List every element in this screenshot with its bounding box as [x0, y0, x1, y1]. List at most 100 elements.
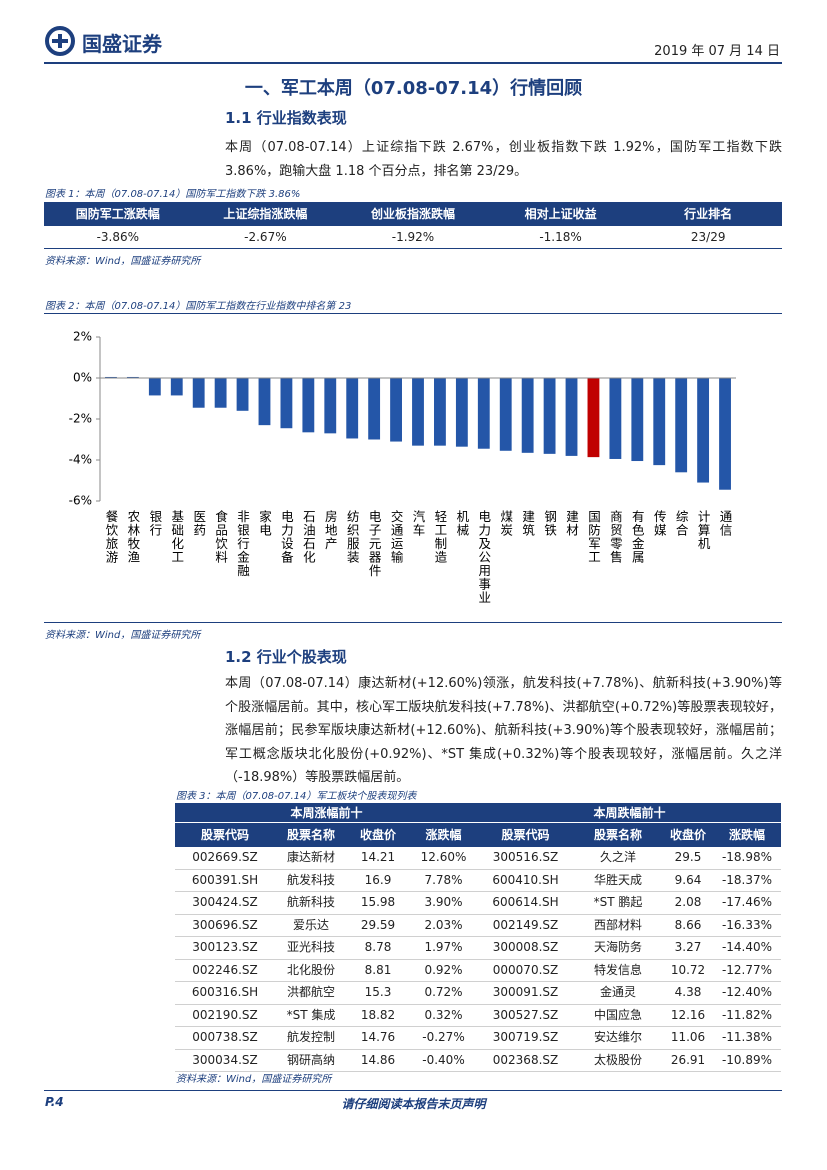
bar — [565, 378, 578, 456]
table: 本周涨幅前十 本周跌幅前十 股票代码 股票名称 收盘价 涨跌幅 股票代码 股票名称 收盘价 涨跌幅… — [175, 803, 781, 1072]
table-row: 002190.SZ *ST 集成 18.82 0.32% 300527.SZ 中国应急 12… — [175, 1005, 781, 1027]
bar — [697, 378, 710, 483]
x-tick-label: 电子元器件 — [367, 510, 382, 578]
table-cell: 华胜天成 — [593, 872, 642, 887]
bar — [609, 378, 622, 459]
bar — [302, 378, 315, 433]
table-row: 300123.SZ 亚光科技 8.78 1.97% 300008.SZ 天海防务 3.27 -… — [175, 937, 781, 960]
table-cell: 0.72% — [424, 985, 463, 999]
table-row: 300424.SZ 航新科技 15.98 3.90% 600614.SH *ST 鹏起 2.… — [175, 892, 781, 915]
bar — [192, 378, 205, 408]
table-cell: 14.76 — [360, 1030, 396, 1044]
bar — [434, 378, 446, 446]
x-tick-label: 汽车 — [411, 509, 426, 537]
table-cell: -3.86% — [96, 230, 140, 244]
table-cell: 8.78 — [364, 940, 392, 954]
x-tick-label: 纺织服装 — [345, 510, 360, 564]
table-cell: 300527.SZ — [492, 1007, 559, 1022]
table-cell: 002149.SZ — [492, 917, 559, 932]
x-tick-label: 传媒 — [652, 509, 667, 537]
bar — [521, 378, 534, 453]
table-cell: 15.98 — [360, 895, 396, 909]
table: 国防军工涨跌幅 上证综指涨跌幅 创业板指涨跌幅 相对上证收益 行业排名 -3.86% -2.… — [44, 202, 782, 249]
table-cell: 002246.SZ — [192, 962, 258, 977]
subheading: 1.2 行业个股表现 — [225, 648, 347, 666]
table-cell: 9.64 — [674, 872, 702, 887]
table-cell: 航发控制 — [286, 1030, 335, 1044]
x-tick-label: 非银行金融 — [235, 510, 250, 578]
bar — [148, 378, 161, 396]
table-cell: 2.08 — [674, 895, 702, 909]
x-tick-label: 农林牧渔 — [125, 510, 140, 564]
table-cell: 康达新材 — [286, 850, 335, 864]
x-tick-label: 电力及公用事业 — [476, 510, 491, 605]
x-tick-label: 商贸零售 — [608, 509, 623, 564]
table-cell: 爱乐达 — [292, 917, 329, 932]
table-cell: 金通灵 — [599, 985, 636, 999]
table-cell: 002368.SZ — [492, 1052, 559, 1067]
bar — [126, 376, 139, 378]
bar — [719, 378, 731, 490]
table-row: 002246.SZ 北化股份 8.81 0.92% 000070.SZ 特发信息 10.72… — [175, 960, 781, 982]
table-cell: 12.60% — [420, 850, 467, 864]
bar — [675, 378, 688, 473]
bar — [368, 378, 381, 440]
x-tick-label: 钢铁 — [542, 510, 557, 537]
table-cell: 洪都航空 — [286, 985, 335, 999]
table-cell: -11.82% — [721, 1007, 773, 1022]
y-tick-label: 2% — [73, 330, 92, 344]
table-cell: -18.98% — [721, 850, 773, 864]
footer-rule — [44, 1090, 782, 1091]
header-cell: 股票代码 — [175, 823, 275, 847]
table-cell: 0.32% — [424, 1007, 463, 1022]
table-cell: 安达维尔 — [593, 1030, 642, 1044]
header-cell: 行业排名 — [634, 203, 782, 226]
bar — [280, 378, 293, 429]
table-cell: -14.40% — [721, 940, 773, 954]
header-cell: 股票名称 — [573, 823, 663, 847]
header-cell: 国防军工涨跌幅 — [44, 203, 192, 226]
table-cell: 600410.SH — [492, 872, 559, 887]
bar — [499, 378, 512, 451]
chart: -6% -4% -2% 0% 2% 餐饮旅游 农林牧渔 银行 基础化工 医药 食品饮料 非银行金融 家电… — [69, 330, 736, 605]
header-row: 国防军工涨跌幅 上证综指涨跌幅 创业板指涨跌幅 相对上证收益 行业排名 — [44, 202, 782, 226]
bar — [631, 378, 644, 462]
header-cell: 股票名称 — [275, 823, 347, 847]
footer-notice: 请仔细阅读本报告末页声明 — [341, 1097, 486, 1111]
x-tick-label: 机械 — [454, 510, 469, 537]
paragraph: 本周（07.08-07.14）康达新材(+12.60%)领涨，航发科技(+7.7… — [225, 676, 782, 785]
table-cell: 23/29 — [690, 230, 726, 244]
table-cell: -10.89% — [721, 1052, 773, 1067]
source: 资料来源：Wind，国盛证券研究所 — [176, 1074, 332, 1085]
table-cell: 3.90% — [424, 895, 463, 909]
table-cell: 4.38 — [674, 985, 702, 999]
table-cell: 300123.SZ — [192, 940, 258, 954]
caption: 图表 2：本周（07.08-07.14）国防军工指数在行业指数中排名第 23 — [45, 301, 352, 312]
table-cell: -17.46% — [721, 895, 773, 909]
table-cell: 14.86 — [360, 1052, 396, 1067]
table-cell: 300008.SZ — [492, 940, 559, 954]
header-cell: 股票代码 — [478, 823, 573, 847]
table-row: 002669.SZ 康达新材 14.21 12.60% 300516.SZ 久之洋 29.5… — [175, 847, 781, 870]
x-tick-label: 医药 — [191, 510, 206, 537]
table-cell: *ST 鹏起 — [593, 895, 643, 909]
x-tick-label: 银行 — [147, 510, 162, 537]
bar — [653, 378, 666, 466]
table-cell: 29.59 — [360, 917, 396, 932]
x-tick-label: 石油石化 — [301, 510, 316, 564]
caption: 图表 1：本周（07.08-07.14）国防军工指数下跌 3.86% — [45, 189, 301, 200]
section-title: 一、军工本周（07.08-07.14）行情回顾 — [244, 78, 583, 99]
table-cell: -16.33% — [721, 917, 773, 932]
bar — [412, 378, 424, 446]
table-cell: 600614.SH — [492, 895, 559, 909]
header-cell: 上证综指涨跌幅 — [191, 203, 340, 226]
bar — [390, 378, 402, 442]
bar — [543, 378, 556, 454]
table-cell: 600316.SH — [191, 985, 259, 999]
table-cell: -18.37% — [721, 872, 773, 887]
y-tick-label: -6% — [69, 494, 92, 508]
table-cell: 8.66 — [674, 917, 702, 932]
table-row: 600316.SH 洪都航空 15.3 0.72% 300091.SZ 金通灵 4.38 -1… — [175, 982, 781, 1005]
table-cell: 亚光科技 — [286, 940, 335, 954]
